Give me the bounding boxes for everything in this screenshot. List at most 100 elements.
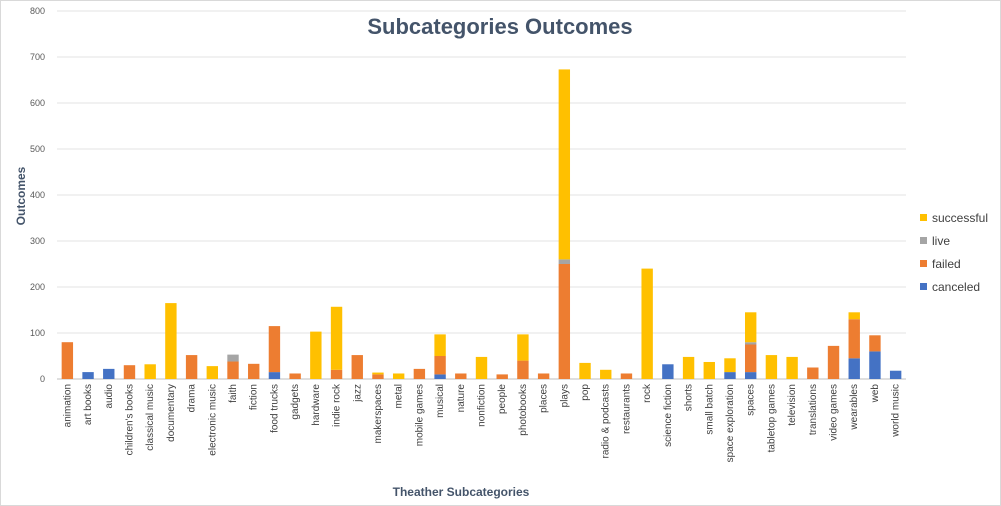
bar-successful — [165, 303, 177, 379]
bar-successful — [392, 373, 405, 379]
x-category-label: food trucks — [269, 384, 280, 433]
bar-failed — [558, 264, 571, 379]
bar-successful — [724, 358, 736, 373]
x-category-label: musical — [435, 384, 446, 418]
bar-failed — [827, 345, 840, 379]
bar-canceled — [745, 372, 757, 379]
x-category-label: audio — [104, 384, 115, 409]
bar-failed — [123, 365, 136, 379]
y-tick-label: 100 — [30, 328, 45, 338]
bar-failed — [517, 360, 529, 379]
bar-canceled — [268, 372, 281, 379]
bar-successful — [703, 361, 715, 379]
bar-successful — [745, 312, 757, 343]
y-axis-title: Outcomes — [14, 166, 28, 225]
bar-failed — [745, 344, 757, 373]
x-category-label: translations — [808, 384, 819, 435]
x-category-label: spaces — [746, 384, 757, 416]
bar-failed — [807, 367, 819, 379]
bar-successful — [206, 366, 218, 379]
bar-successful — [434, 334, 446, 356]
bar-failed — [434, 356, 446, 375]
bar-live — [558, 259, 571, 264]
x-category-label: drama — [187, 384, 198, 413]
bar-successful — [682, 356, 695, 379]
bar-successful — [558, 69, 571, 260]
legend-swatch-live — [920, 237, 927, 244]
bar-failed — [455, 373, 467, 379]
y-axis-ticks: 0 100 200 300 400 500 600 700 800 — [30, 6, 45, 384]
y-tick-label: 700 — [30, 52, 45, 62]
bar-canceled — [434, 374, 446, 379]
x-category-label: places — [539, 384, 550, 413]
x-category-label: web — [870, 384, 881, 404]
bar-successful — [786, 356, 798, 379]
x-category-label: jazz — [352, 384, 363, 403]
bar-successful — [579, 362, 591, 379]
x-category-label: television — [787, 384, 798, 426]
x-category-label: pop — [580, 384, 591, 401]
x-category-label: people — [497, 384, 508, 414]
y-tick-label: 600 — [30, 98, 45, 108]
x-category-label: children's books — [124, 384, 135, 455]
bar-failed — [496, 374, 508, 379]
bar-successful — [310, 331, 322, 379]
x-category-label: nature — [456, 384, 467, 413]
x-category-label: classical music — [145, 384, 156, 451]
bar-failed — [372, 374, 384, 379]
bar-canceled — [724, 372, 736, 379]
x-category-label: electronic music — [207, 384, 218, 456]
bar-successful — [517, 334, 529, 361]
x-category-label: small batch — [704, 384, 715, 435]
bar-failed — [330, 369, 343, 379]
bar-failed — [351, 355, 363, 379]
bar-successful — [330, 306, 343, 370]
bar-failed — [413, 368, 426, 379]
bar-live — [745, 342, 757, 345]
legend-label-live: live — [932, 234, 950, 248]
x-category-label: science fiction — [663, 384, 674, 447]
bar-canceled — [848, 358, 860, 379]
bar-successful — [372, 372, 384, 375]
bar-failed — [185, 355, 198, 379]
x-category-label: radio & podcasts — [601, 384, 612, 459]
bar-failed — [248, 363, 260, 379]
legend-label-failed: failed — [932, 257, 961, 271]
y-tick-label: 400 — [30, 190, 45, 200]
x-category-label: shorts — [684, 384, 695, 411]
y-tick-label: 0 — [40, 374, 45, 384]
x-category-label: video games — [829, 384, 840, 441]
x-category-label: indie rock — [332, 383, 343, 427]
bars — [61, 69, 902, 379]
bar-successful — [641, 268, 653, 379]
x-category-label: photobooks — [518, 384, 529, 436]
bar-failed — [869, 335, 881, 352]
x-category-label: rock — [642, 383, 653, 403]
y-tick-label: 800 — [30, 6, 45, 16]
x-category-label: wearables — [849, 384, 860, 431]
x-category-label: gadgets — [290, 384, 301, 420]
bar-canceled — [662, 364, 674, 379]
bar-canceled — [82, 372, 94, 379]
gridlines — [57, 10, 906, 380]
x-category-label: nonfiction — [477, 384, 488, 427]
x-category-label: makerspaces — [373, 384, 384, 443]
x-category-label: space exploration — [725, 384, 736, 462]
bar-successful — [848, 312, 860, 320]
bar-successful — [600, 369, 612, 379]
chart-title: Subcategories Outcomes — [367, 14, 632, 39]
x-category-label: animation — [62, 384, 73, 427]
x-category-label: fiction — [249, 384, 260, 410]
x-category-label: hardware — [311, 384, 322, 426]
bar-failed — [227, 361, 239, 379]
legend-label-canceled: canceled — [932, 280, 980, 294]
bar-canceled — [103, 368, 115, 379]
x-category-label: art books — [83, 384, 94, 425]
x-axis-categories: animation art books audio children's books c… — [62, 383, 901, 462]
legend-swatch-canceled — [920, 283, 927, 290]
bar-failed — [848, 319, 860, 359]
y-tick-label: 500 — [30, 144, 45, 154]
x-category-label: metal — [394, 384, 405, 408]
